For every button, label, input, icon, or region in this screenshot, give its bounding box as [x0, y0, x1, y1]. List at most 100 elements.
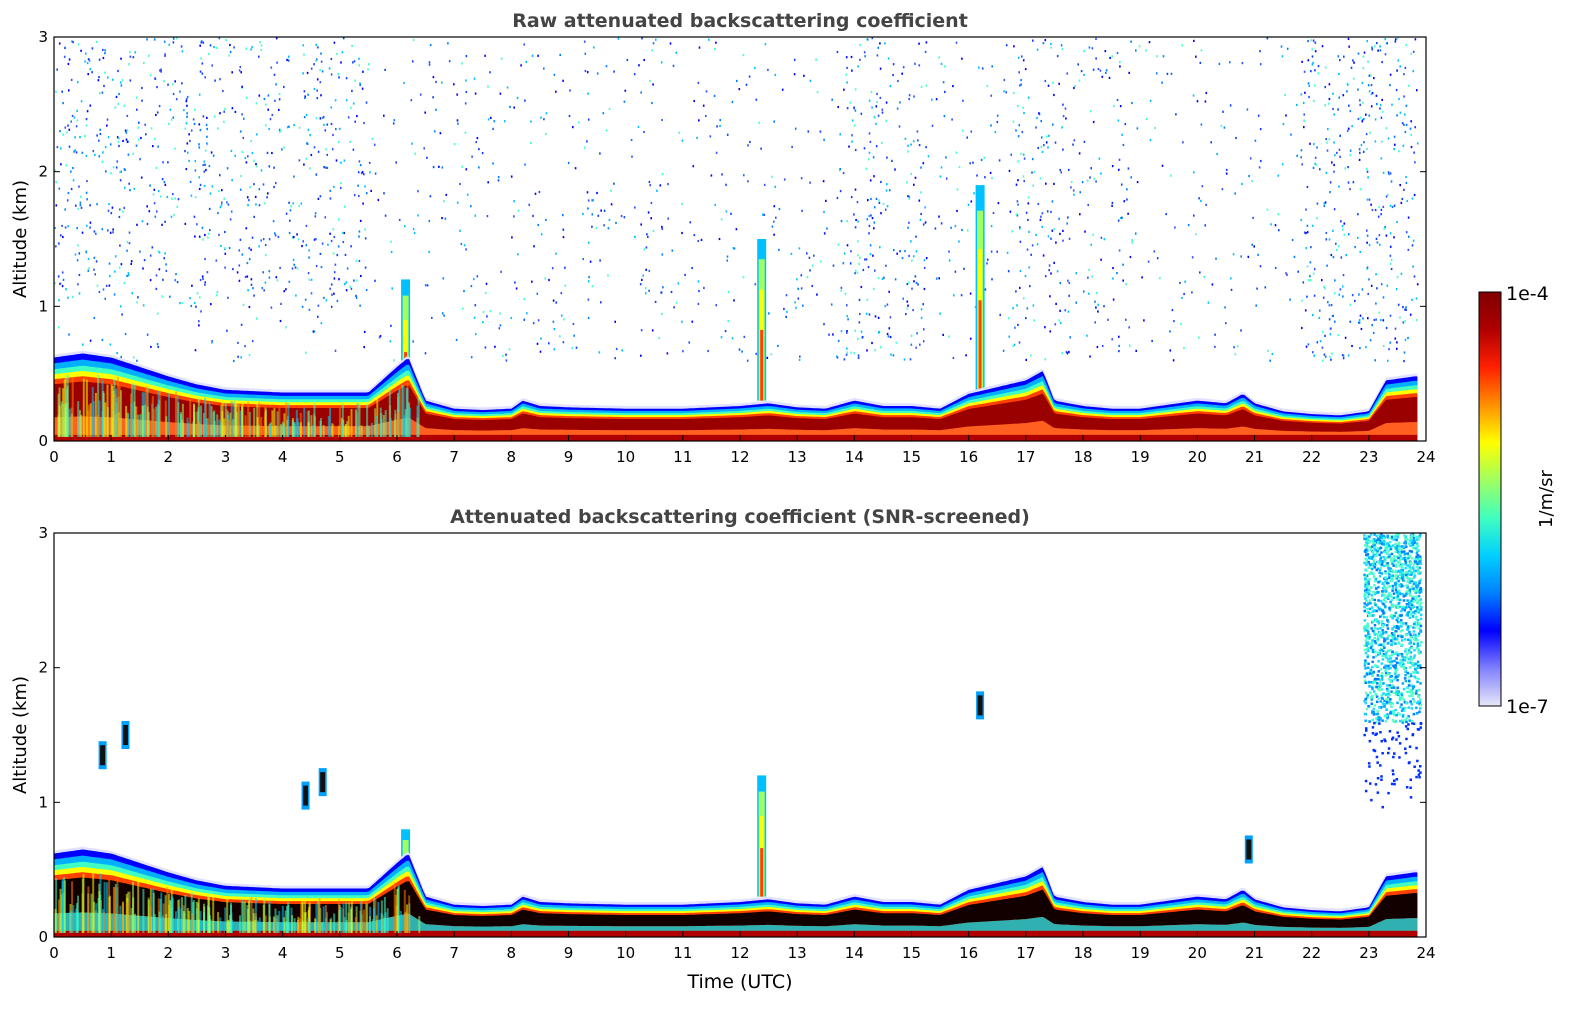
cloud-cell	[1397, 712, 1400, 715]
noise-speckle	[200, 57, 202, 60]
cloud-cell	[1395, 651, 1398, 654]
noise-speckle	[1337, 334, 1340, 337]
noise-speckle	[1266, 37, 1269, 40]
noise-speckle	[1247, 255, 1250, 258]
noise-speckle	[873, 221, 876, 224]
noise-speckle	[286, 58, 288, 61]
noise-speckle	[431, 316, 433, 319]
noise-speckle	[55, 204, 58, 207]
noise-speckle	[230, 210, 233, 213]
noise-speckle	[104, 71, 106, 74]
noise-speckle	[688, 341, 690, 344]
cloud-cell	[1383, 699, 1386, 703]
cloud-cell	[1377, 541, 1380, 544]
cloud-cell	[1402, 622, 1405, 625]
noise-speckle	[1329, 181, 1332, 184]
noise-speckle	[1394, 40, 1397, 43]
noise-speckle	[98, 58, 101, 61]
noise-speckle	[703, 286, 705, 290]
noise-speckle	[603, 224, 605, 227]
cloud-cell	[1404, 666, 1407, 670]
cloud-cell	[1397, 641, 1400, 644]
noise-speckle	[950, 226, 952, 229]
cloud-cell	[1373, 624, 1377, 627]
noise-speckle	[271, 151, 273, 155]
x-tick-label: 14	[845, 448, 864, 466]
noise-speckle	[269, 118, 272, 121]
bl-streak	[190, 892, 193, 933]
cloud-cell	[1412, 566, 1415, 569]
noise-speckle	[773, 205, 776, 208]
noise-speckle	[188, 133, 190, 136]
cloud-cell	[1376, 591, 1379, 594]
cloud-cell	[1365, 727, 1368, 730]
noise-speckle	[702, 104, 705, 107]
noise-speckle	[1362, 101, 1364, 104]
cloud-cell	[1363, 675, 1367, 678]
x-tick-label: 4	[278, 448, 288, 466]
noise-speckle	[286, 126, 289, 129]
cloud-cell	[1389, 648, 1392, 652]
noise-speckle	[562, 341, 565, 344]
noise-speckle	[1204, 224, 1206, 227]
bl-streak	[155, 406, 158, 437]
noise-speckle	[1309, 279, 1312, 282]
noise-speckle	[795, 306, 797, 309]
noise-speckle	[1330, 253, 1333, 257]
noise-speckle	[339, 127, 341, 130]
noise-speckle	[1162, 55, 1165, 58]
noise-speckle	[1191, 291, 1193, 294]
noise-speckle	[1326, 264, 1328, 267]
noise-speckle	[511, 236, 513, 239]
cloud-cell	[1415, 689, 1418, 693]
cloud-cell	[1367, 762, 1371, 765]
noise-speckle	[644, 287, 647, 290]
noise-speckle	[1088, 268, 1090, 271]
noise-speckle	[918, 199, 921, 202]
noise-speckle	[1307, 39, 1309, 43]
noise-speckle	[1398, 97, 1400, 101]
cloud-cell	[1395, 738, 1398, 741]
noise-speckle	[602, 112, 605, 115]
cloud-cell	[1393, 614, 1396, 618]
cloud-cell	[1407, 690, 1410, 694]
noise-speckle	[1100, 236, 1103, 239]
noise-speckle	[1311, 224, 1314, 227]
noise-speckle	[886, 303, 889, 306]
noise-speckle	[94, 153, 96, 156]
noise-speckle	[1084, 230, 1086, 233]
noise-speckle	[574, 167, 577, 170]
noise-speckle	[1378, 234, 1381, 237]
noise-speckle	[648, 180, 651, 184]
cloud-cell	[1414, 662, 1418, 666]
noise-speckle	[429, 43, 432, 47]
bl-streak	[103, 882, 106, 933]
cloud-cell	[1363, 619, 1367, 622]
noise-speckle	[991, 176, 993, 180]
noise-speckle	[293, 236, 295, 239]
noise-speckle	[1312, 166, 1315, 169]
noise-speckle	[229, 218, 232, 221]
noise-speckle	[631, 155, 633, 158]
noise-speckle	[281, 148, 283, 151]
noise-speckle	[248, 247, 250, 250]
noise-speckle	[1021, 130, 1024, 134]
cloud-cell	[1370, 606, 1374, 609]
noise-speckle	[990, 124, 992, 127]
noise-speckle	[652, 229, 655, 232]
noise-speckle	[194, 169, 197, 172]
bl-streak	[112, 390, 115, 437]
noise-speckle	[1370, 92, 1373, 96]
noise-speckle	[1357, 117, 1360, 121]
noise-speckle	[1413, 151, 1415, 154]
noise-speckle	[984, 176, 986, 179]
noise-speckle	[108, 284, 111, 287]
noise-speckle	[1342, 94, 1345, 97]
noise-speckle	[790, 252, 793, 255]
cloud-cell	[1414, 676, 1417, 680]
cloud-cell	[1419, 771, 1422, 774]
noise-speckle	[667, 217, 669, 220]
cloud-cell	[1387, 570, 1391, 573]
noise-speckle	[363, 330, 366, 333]
cloud-cell	[1381, 672, 1384, 675]
